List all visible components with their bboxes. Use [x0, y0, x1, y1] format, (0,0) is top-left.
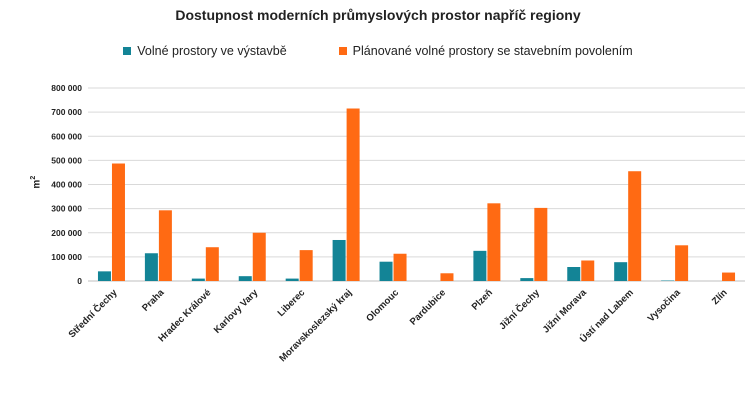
x-tick-label: Zlín — [710, 287, 730, 307]
bar — [144, 253, 158, 281]
y-tick-label: 800 000 — [51, 83, 82, 93]
bar — [675, 245, 689, 281]
bar — [379, 261, 393, 281]
x-tick-label: Liberec — [276, 287, 308, 319]
x-tick-label: Plzeň — [470, 287, 495, 312]
chart-title: Dostupnost moderních průmyslových prosto… — [175, 7, 581, 23]
bar — [285, 278, 299, 281]
x-tick-label: Vysočina — [646, 287, 684, 325]
x-tick-label: Karlovy Vary — [212, 287, 261, 336]
y-tick-label: 700 000 — [51, 107, 82, 117]
bar — [97, 271, 111, 281]
y-tick-label: 400 000 — [51, 180, 82, 190]
y-tick-label: 300 000 — [51, 204, 82, 214]
legend-label-planned: Plánované volné prostory se stavebním po… — [352, 44, 633, 58]
bar — [614, 262, 628, 281]
legend: Volné prostory ve výstavbě Plánované vol… — [0, 44, 756, 58]
x-tick-label: Olomouc — [364, 287, 401, 324]
bar — [487, 203, 501, 281]
bar — [722, 272, 736, 281]
legend-item-planned: Plánované volné prostory se stavebním po… — [338, 44, 633, 58]
legend-swatch-planned — [338, 47, 347, 55]
bar — [191, 278, 205, 281]
bar — [346, 108, 360, 281]
bar — [520, 278, 534, 281]
grid-layer — [88, 87, 745, 282]
bar — [440, 273, 454, 281]
x-tick-label: Jižní Morava — [541, 287, 590, 336]
bar — [332, 239, 346, 281]
bar — [111, 163, 125, 281]
legend-item-under-construction: Volné prostory ve výstavbě — [123, 44, 287, 58]
x-tick-label: Jižní Čechy — [496, 286, 542, 332]
bar — [567, 267, 581, 281]
axis-layer: 0 100 000 200 000 300 000 400 000 500 000 600 … — [51, 83, 730, 364]
x-tick-label: Praha — [140, 287, 167, 314]
bar — [628, 171, 642, 281]
bar — [581, 260, 595, 281]
bar — [299, 250, 313, 281]
bar — [473, 250, 487, 281]
bar-layer — [97, 108, 736, 281]
y-tick-label: 100 000 — [51, 252, 82, 262]
y-tick-label: 500 000 — [51, 155, 82, 165]
bar — [393, 253, 407, 281]
bar — [205, 247, 219, 281]
y-tick-label: 200 000 — [51, 228, 82, 238]
y-tick-label: 600 000 — [51, 131, 82, 141]
x-tick-label: Střední Čechy — [66, 286, 120, 340]
bar — [534, 207, 548, 281]
y-tick-label: 0 — [77, 276, 82, 286]
bar — [238, 276, 252, 281]
x-tick-label: Pardubice — [408, 287, 448, 327]
bar — [158, 210, 172, 281]
legend-swatch-under-construction — [123, 47, 132, 55]
legend-label-under-construction: Volné prostory ve výstavbě — [137, 44, 287, 58]
bar — [252, 232, 266, 281]
